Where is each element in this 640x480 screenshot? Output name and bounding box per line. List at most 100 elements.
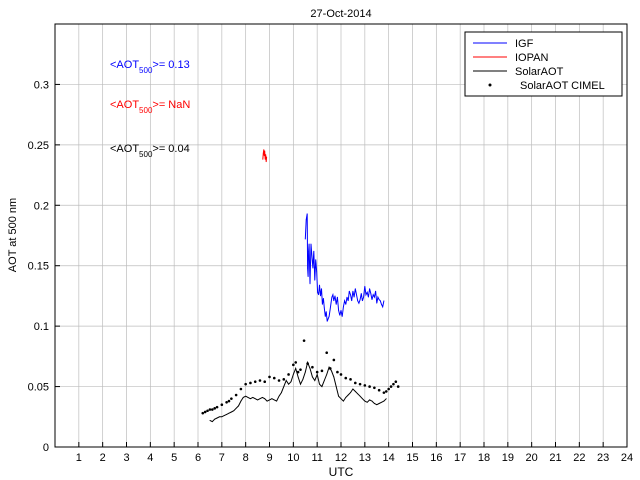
y-tick-label: 0.3 bbox=[34, 79, 49, 91]
x-tick-label: 22 bbox=[573, 452, 585, 464]
series-point-igf bbox=[334, 295, 336, 297]
series-point-solaraot bbox=[381, 401, 382, 403]
series-point-igf bbox=[371, 299, 373, 300]
series-point-igf bbox=[341, 316, 343, 317]
series-point-igf bbox=[373, 296, 375, 298]
series-point-igf bbox=[365, 294, 367, 296]
series-point-igf bbox=[350, 294, 351, 296]
series-marker-solaraot-cimel bbox=[320, 369, 324, 373]
series-point-igf bbox=[344, 300, 345, 302]
x-tick-label: 3 bbox=[123, 452, 129, 464]
series-point-iopan bbox=[262, 152, 264, 154]
series-point-igf bbox=[327, 318, 329, 320]
series-point-igf bbox=[340, 310, 342, 311]
series-point-igf bbox=[325, 311, 327, 313]
x-axis-label: UTC bbox=[329, 465, 354, 479]
series-point-igf bbox=[321, 288, 322, 290]
series-point-igf bbox=[322, 303, 323, 305]
x-tick-label: 11 bbox=[311, 452, 322, 464]
series-marker-solaraot-cimel bbox=[234, 393, 238, 397]
series-marker-solaraot-cimel bbox=[239, 387, 243, 391]
aot-annotation-subscript: 500 bbox=[139, 150, 153, 159]
series-marker-solaraot-cimel bbox=[396, 385, 400, 388]
series-point-igf bbox=[345, 303, 347, 305]
series-point-igf bbox=[329, 310, 331, 311]
series-marker-solaraot-cimel bbox=[311, 365, 314, 369]
series-marker-solaraot-cimel bbox=[332, 358, 336, 362]
series-marker-solaraot-cimel bbox=[208, 408, 212, 411]
series-point-igf bbox=[330, 302, 332, 304]
series-point-igf bbox=[378, 299, 380, 300]
series-point-igf bbox=[379, 300, 381, 302]
series-point-igf bbox=[347, 300, 349, 302]
series-point-igf bbox=[306, 213, 308, 215]
series-point-solaraot bbox=[211, 421, 213, 423]
series-point-solaraot bbox=[242, 397, 244, 398]
series-point-solaraot bbox=[259, 398, 261, 400]
series-point-igf bbox=[309, 283, 311, 285]
series-marker-solaraot-cimel bbox=[268, 375, 271, 379]
series-point-solaraot bbox=[338, 395, 340, 397]
aot-annotations: <AOT500>= 0.13<AOT500>= NaN<AOT500>= 0.0… bbox=[110, 59, 190, 159]
legend-swatch-solaraot-cimel bbox=[488, 83, 492, 87]
series-marker-solaraot-cimel bbox=[294, 361, 298, 364]
series-point-iopan bbox=[264, 158, 266, 160]
series-point-igf bbox=[308, 243, 310, 245]
series-point-solaraot bbox=[364, 400, 366, 402]
series-marker-solaraot-cimel bbox=[382, 391, 386, 394]
aot-annotation-prefix: <AOT bbox=[110, 59, 139, 71]
series-point-igf bbox=[333, 300, 335, 302]
x-tick-label: 1 bbox=[76, 452, 82, 464]
series-point-igf bbox=[339, 314, 341, 316]
series-point-igf bbox=[331, 296, 333, 298]
series-marker-solaraot-cimel bbox=[201, 411, 205, 415]
series-point-igf bbox=[320, 295, 321, 297]
series-point-igf bbox=[363, 296, 365, 298]
x-tick-label: 18 bbox=[478, 452, 490, 464]
x-tick-label: 20 bbox=[526, 452, 538, 464]
series-point-igf bbox=[366, 291, 368, 293]
x-tick-label: 12 bbox=[335, 452, 347, 464]
series-point-solaraot bbox=[300, 383, 301, 385]
series-marker-solaraot-cimel bbox=[339, 373, 343, 376]
series-point-solaraot bbox=[283, 386, 285, 387]
series-point-igf bbox=[315, 259, 317, 261]
series-marker-solaraot-cimel bbox=[253, 380, 257, 384]
x-tick-label: 10 bbox=[287, 452, 299, 464]
series-marker-solaraot-cimel bbox=[354, 381, 357, 385]
series-point-solaraot bbox=[345, 397, 347, 398]
series-point-igf bbox=[307, 276, 309, 277]
legend-label-igf: IGF bbox=[515, 38, 534, 50]
y-tick-label: 0.15 bbox=[28, 261, 49, 273]
x-tick-label: 24 bbox=[621, 452, 633, 464]
series-point-igf bbox=[359, 299, 361, 300]
series-marker-solaraot-cimel bbox=[225, 400, 228, 404]
series-marker-solaraot-cimel bbox=[394, 380, 398, 384]
series-point-solaraot bbox=[247, 397, 249, 398]
series-marker-solaraot-cimel bbox=[299, 368, 302, 371]
series-point-igf bbox=[311, 255, 313, 257]
series-point-igf bbox=[310, 243, 312, 245]
aot-annotation-subscript: 500 bbox=[139, 66, 153, 75]
series-point-solaraot bbox=[369, 399, 370, 401]
series-point-solaraot bbox=[385, 398, 387, 400]
x-tick-label: 19 bbox=[502, 452, 514, 464]
aot-annotation: <AOT500>= 0.13 bbox=[110, 59, 190, 75]
series-marker-solaraot-cimel bbox=[258, 379, 262, 382]
series-point-igf bbox=[322, 297, 324, 299]
series-marker-solaraot-cimel bbox=[263, 380, 267, 384]
series-marker-solaraot-cimel bbox=[220, 403, 224, 407]
series-marker-solaraot-cimel bbox=[282, 378, 286, 381]
plot-series bbox=[201, 149, 400, 423]
y-tick-label: 0.25 bbox=[28, 140, 49, 152]
series-point-iopan bbox=[262, 158, 264, 160]
series-point-solaraot bbox=[257, 399, 258, 401]
series-point-solaraot bbox=[250, 398, 251, 400]
series-point-solaraot bbox=[214, 418, 216, 420]
aot-annotation-suffix: >= 0.04 bbox=[152, 143, 189, 155]
series-point-solaraot bbox=[326, 374, 328, 375]
series-point-solaraot bbox=[269, 399, 270, 401]
series-point-igf bbox=[358, 302, 360, 304]
series-point-solaraot bbox=[228, 412, 230, 414]
